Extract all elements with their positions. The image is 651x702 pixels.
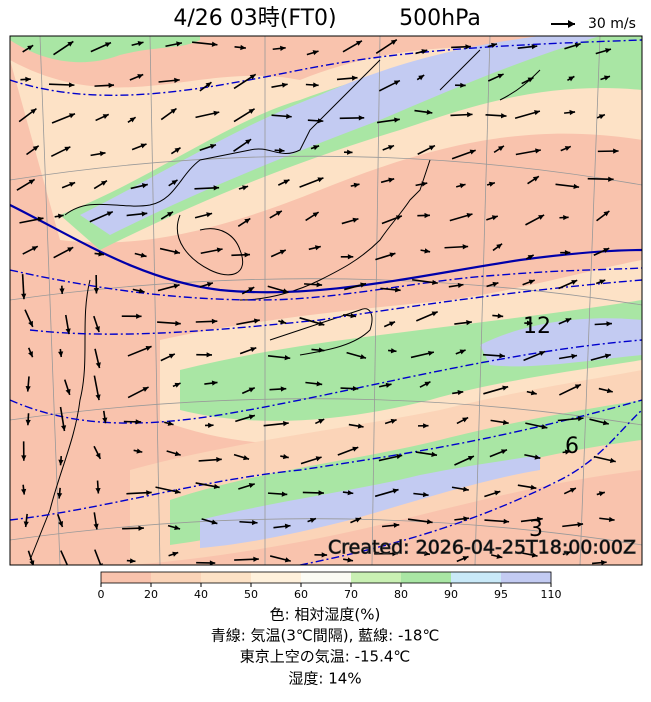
footer-line: 青線: 気温(3℃間隔), 藍線: -18℃ (211, 627, 440, 645)
colorbar-segment (251, 572, 302, 583)
colorbar-tick-label: 60 (294, 588, 308, 601)
map: 12 6 3 Created: 2026-04-25T18:00:00Z (10, 36, 642, 571)
footer-line: 湿度: 14% (288, 670, 361, 688)
scale-arrow-head (568, 20, 575, 28)
title-left: 4/26 03時(FT0) (173, 6, 336, 31)
colorbar-segment (301, 572, 352, 583)
colorbar-segment (451, 572, 502, 583)
colorbar-segment (351, 572, 402, 583)
footer: 色: 相対湿度(%) 青線: 気温(3℃間隔), 藍線: -18℃ 東京上空の気… (211, 606, 440, 688)
colorbar-tick-label: 50 (244, 588, 258, 601)
colorbar-tick-label: 80 (394, 588, 408, 601)
footer-line: 色: 相対湿度(%) (270, 606, 381, 624)
contour-label: 12 (523, 314, 551, 339)
colorbar-segment (401, 572, 452, 583)
footer-line: 東京上空の気温: -15.4℃ (240, 648, 410, 666)
title-right: 500hPa (399, 6, 481, 31)
colorbar: 0 20 40 50 60 70 80 90 95 110 (98, 572, 562, 601)
colorbar-segment (151, 572, 202, 583)
wind-arrow-head (65, 565, 70, 571)
colorbar-tick-label: 70 (344, 588, 358, 601)
colorbar-segment (101, 572, 152, 583)
contour-label: 6 (565, 434, 579, 459)
colorbar-tick-label: 0 (98, 588, 105, 601)
colorbar-tick-label: 20 (144, 588, 158, 601)
created-stamp: Created: 2026-04-25T18:00:00Z (328, 537, 636, 559)
colorbar-tick-label: 40 (194, 588, 208, 601)
colorbar-tick-label: 95 (494, 588, 508, 601)
colorbar-segment (201, 572, 252, 583)
colorbar-segment (501, 572, 552, 583)
colorbar-tick-label: 90 (444, 588, 458, 601)
scale-label: 30 m/s (588, 16, 636, 32)
colorbar-tick-label: 110 (541, 588, 562, 601)
